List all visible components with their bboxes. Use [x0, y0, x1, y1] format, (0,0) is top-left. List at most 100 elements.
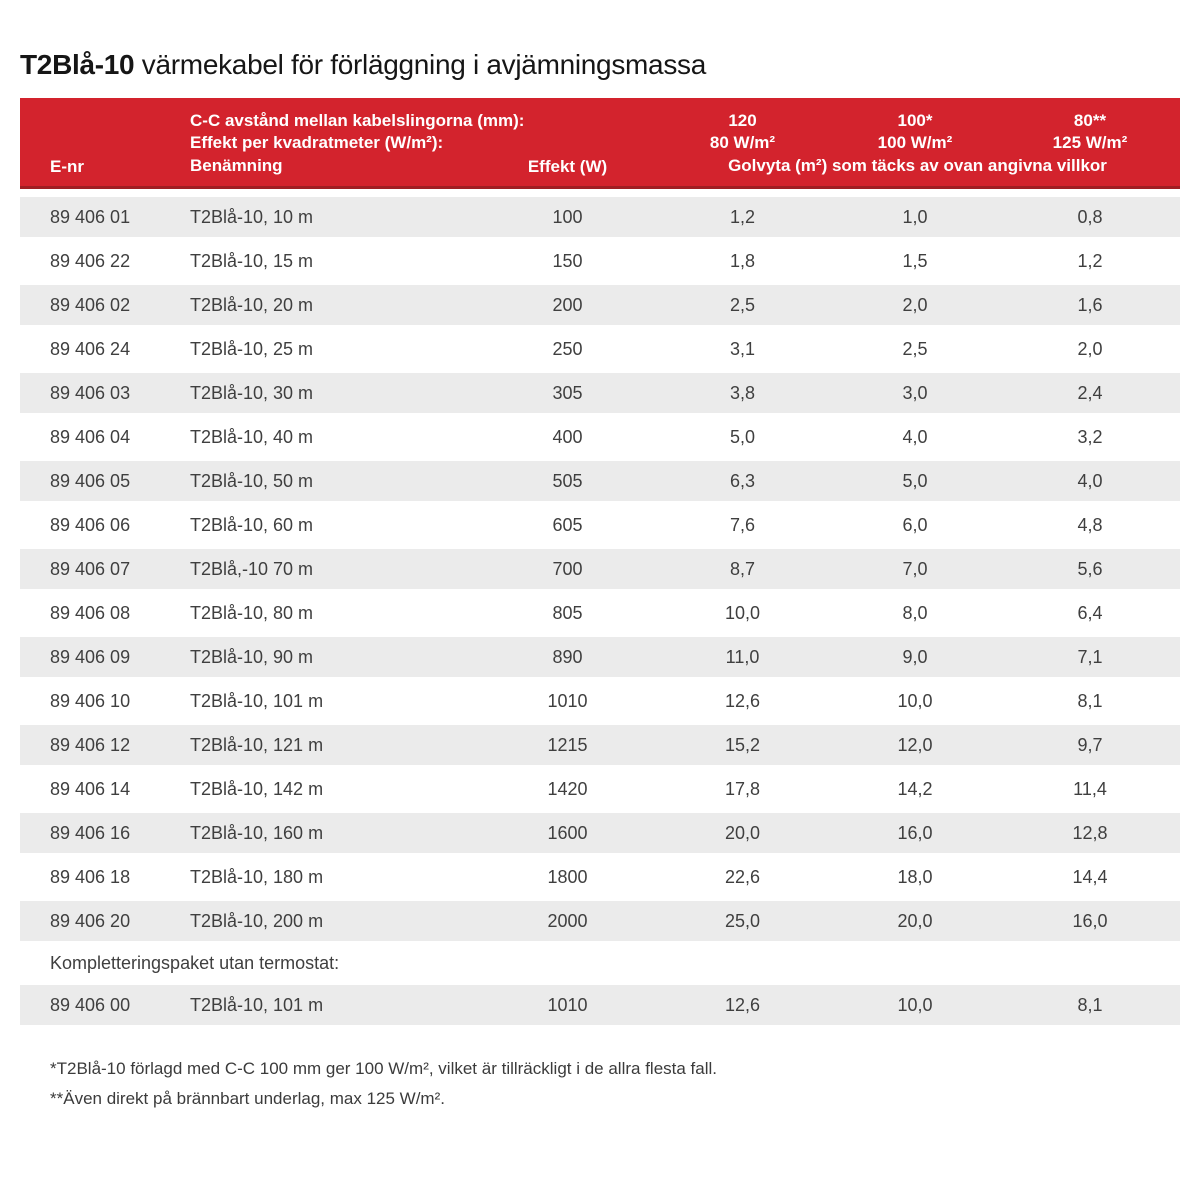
cell-golvyta-80: 7,1 — [1077, 646, 1103, 667]
cell-golvyta-120: 7,6 — [729, 514, 756, 535]
cell-effekt: 1215 — [547, 734, 588, 755]
cell-benamning: T2Blå-10, 60 m — [190, 514, 314, 535]
cell-effekt: 1010 — [547, 690, 588, 711]
cell-golvyta-120: 25,0 — [724, 910, 761, 931]
cell-golvyta-80: 5,6 — [1077, 558, 1103, 579]
product-table: E-nr C-C avstånd mellan kabelslingorna (… — [20, 97, 1180, 1028]
table-row: 89 406 06 T2Blå-10, 60 m 605 7,6 6,0 4,8 — [20, 503, 1180, 547]
cell-golvyta-120: 1,8 — [729, 250, 756, 271]
cell-effekt: 100 — [552, 206, 583, 227]
cell-benamning: T2Blå-10, 101 m — [190, 690, 324, 711]
cell-enr: 89 406 03 — [50, 382, 131, 403]
cell-effekt: 1010 — [547, 994, 588, 1015]
cell-golvyta-80: 3,2 — [1077, 426, 1103, 447]
cell-golvyta-80: 2,4 — [1077, 382, 1103, 403]
cell-enr: 89 406 09 — [50, 646, 131, 667]
cell-golvyta-100: 1,0 — [902, 206, 928, 227]
page-subtitle: värmekabel för förläggning i avjämningsm… — [134, 49, 707, 80]
table-header: E-nr C-C avstånd mellan kabelslingorna (… — [20, 97, 1180, 190]
section-label-row: Kompletteringspaket utan termostat: — [20, 943, 1180, 983]
table-row: 89 406 18 T2Blå-10, 180 m 1800 22,6 18,0… — [20, 855, 1180, 899]
cell-benamning: T2Blå-10, 10 m — [190, 206, 314, 227]
cell-golvyta-120: 3,1 — [729, 338, 756, 359]
cell-benamning: T2Blå-10, 90 m — [190, 646, 314, 667]
cell-benamning: T2Blå-10, 20 m — [190, 294, 314, 315]
cell-golvyta-120: 10,0 — [724, 602, 761, 623]
table-row: 89 406 10 T2Blå-10, 101 m 1010 12,6 10,0… — [20, 679, 1180, 723]
cell-benamning: T2Blå-10, 200 m — [190, 910, 324, 931]
table-row: 89 406 00 T2Blå-10, 101 m 1010 12,6 10,0… — [20, 983, 1180, 1028]
table-row: 89 406 22 T2Blå-10, 15 m 150 1,8 1,5 1,2 — [20, 239, 1180, 283]
header-effect-per-m2-label: Effekt per kvadratmeter (W/m²): — [190, 133, 444, 153]
cell-golvyta-120: 8,7 — [729, 558, 756, 579]
table-row: 89 406 20 T2Blå-10, 200 m 2000 25,0 20,0… — [20, 899, 1180, 944]
cell-enr: 89 406 05 — [50, 470, 131, 491]
table-row: 89 406 12 T2Blå-10, 121 m 1215 15,2 12,0… — [20, 723, 1180, 768]
cell-golvyta-80: 4,8 — [1077, 514, 1103, 535]
cell-benamning: T2Blå-10, 15 m — [190, 250, 314, 271]
cell-golvyta-100: 9,0 — [902, 646, 928, 667]
cell-golvyta-100: 14,2 — [897, 778, 933, 799]
cell-benamning: T2Blå-10, 121 m — [190, 734, 324, 755]
cell-benamning: T2Blå-10, 180 m — [190, 866, 324, 887]
cell-golvyta-100: 16,0 — [897, 822, 933, 843]
cell-effekt: 700 — [552, 558, 583, 579]
cell-enr: 89 406 00 — [50, 994, 131, 1015]
table-row: 89 406 09 T2Blå-10, 90 m 890 11,0 9,0 7,… — [20, 635, 1180, 680]
cell-effekt: 505 — [552, 470, 583, 491]
table-row: 89 406 01 T2Blå-10, 10 m 100 1,2 1,0 0,8 — [20, 195, 1180, 240]
cell-effekt: 2000 — [547, 910, 588, 931]
cell-golvyta-80: 1,2 — [1077, 250, 1103, 271]
cell-golvyta-80: 1,6 — [1077, 294, 1103, 315]
table-body: 89 406 01 T2Blå-10, 10 m 100 1,2 1,0 0,8… — [20, 195, 1180, 944]
cell-benamning: T2Blå-10, 40 m — [190, 426, 314, 447]
footnotes: *T2Blå-10 förlagd med C-C 100 mm ger 100… — [20, 1054, 1180, 1114]
cell-effekt: 200 — [552, 294, 583, 315]
footnote-1: *T2Blå-10 förlagd med C-C 100 mm ger 100… — [50, 1059, 718, 1079]
cell-effekt: 890 — [552, 646, 583, 667]
cell-golvyta-80: 8,1 — [1077, 690, 1103, 711]
cell-golvyta-120: 5,0 — [729, 426, 756, 447]
cell-golvyta-120: 15,2 — [724, 734, 761, 755]
section-label: Kompletteringspaket utan termostat: — [50, 952, 340, 973]
cell-golvyta-120: 12,6 — [724, 690, 761, 711]
cell-enr: 89 406 06 — [50, 514, 131, 535]
cell-golvyta-120: 2,5 — [729, 294, 756, 315]
table-row: 89 406 03 T2Blå-10, 30 m 305 3,8 3,0 2,4 — [20, 371, 1180, 416]
cell-golvyta-100: 5,0 — [902, 470, 928, 491]
cell-golvyta-80: 4,0 — [1077, 470, 1103, 491]
cell-golvyta-100: 18,0 — [897, 866, 933, 887]
product-name: T2Blå-10 — [20, 49, 135, 80]
footnote-2: **Även direkt på brännbart underlag, max… — [50, 1089, 445, 1109]
cell-enr: 89 406 22 — [50, 250, 131, 271]
cell-golvyta-80: 0,8 — [1077, 206, 1103, 227]
cell-golvyta-120: 17,8 — [724, 778, 761, 799]
header-benamning: Benämning — [190, 155, 283, 175]
cell-effekt: 400 — [552, 426, 583, 447]
cell-effekt: 805 — [552, 602, 583, 623]
cell-enr: 89 406 12 — [50, 734, 131, 755]
table-row: 89 406 07 T2Blå,-10 70 m 700 8,7 7,0 5,6 — [20, 547, 1180, 592]
cell-golvyta-120: 3,8 — [729, 382, 756, 403]
cell-enr: 89 406 02 — [50, 294, 131, 315]
cell-benamning: T2Blå-10, 25 m — [190, 338, 314, 359]
cell-effekt: 1800 — [547, 866, 588, 887]
cell-enr: 89 406 07 — [50, 558, 131, 579]
cell-golvyta-100: 1,5 — [902, 250, 928, 271]
cell-benamning: T2Blå-10, 50 m — [190, 470, 314, 491]
cell-golvyta-120: 20,0 — [724, 822, 761, 843]
cell-golvyta-100: 7,0 — [902, 558, 928, 579]
cell-benamning: T2Blå,-10 70 m — [190, 558, 314, 579]
header-golvyta-span-label: Golvyta (m²) som täcks av ovan angivna v… — [728, 155, 1107, 175]
cell-golvyta-100: 20,0 — [897, 910, 933, 931]
cell-golvyta-100: 8,0 — [902, 602, 928, 623]
cell-golvyta-100: 6,0 — [902, 514, 928, 535]
cell-enr: 89 406 18 — [50, 866, 131, 887]
cell-benamning: T2Blå-10, 160 m — [190, 822, 324, 843]
cell-enr: 89 406 08 — [50, 602, 131, 623]
header-cc-values: 120 80 W/m² 100* 100 W/m² 80** 125 W/m² — [655, 110, 1180, 155]
cell-golvyta-100: 10,0 — [897, 994, 933, 1015]
page-title: T2Blå-10 värmekabel för förläggning i av… — [20, 49, 1180, 81]
cell-golvyta-80: 9,7 — [1077, 734, 1103, 755]
